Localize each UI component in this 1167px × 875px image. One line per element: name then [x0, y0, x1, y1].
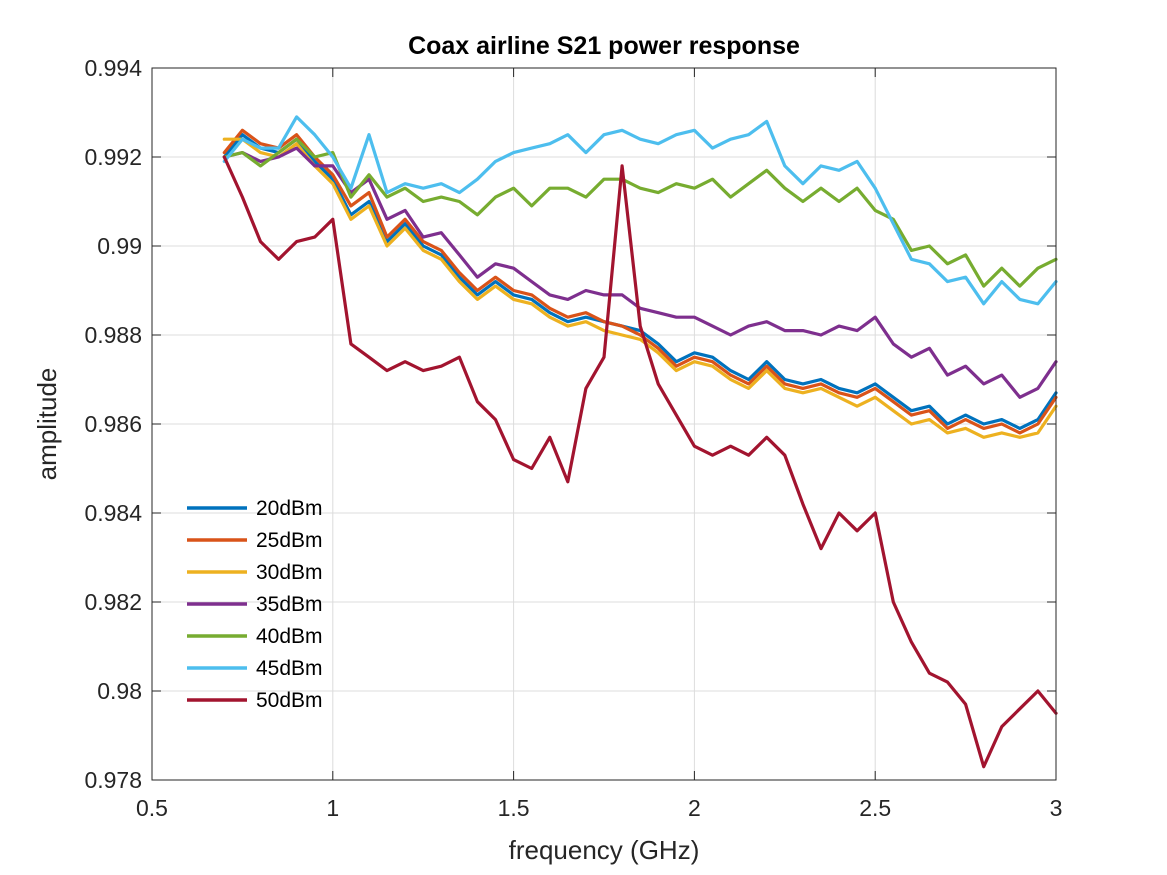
legend-item: 30dBm [187, 561, 323, 584]
y-tick-label: 0.994 [84, 55, 142, 81]
x-tick-label: 2.5 [859, 795, 891, 821]
series-layer [222, 115, 1058, 769]
legend-item: 45dBm [187, 657, 323, 680]
series-line-30dBm [222, 137, 1058, 439]
y-tick-label: 0.984 [84, 500, 142, 526]
legend-item: 35dBm [187, 593, 323, 616]
x-tick-label: 0.5 [136, 795, 168, 821]
series-line-50dBm [222, 155, 1058, 769]
legend-label: 50dBm [256, 689, 323, 712]
y-tick-label: 0.98 [97, 678, 142, 704]
x-axis: 0.5 1 1.5 2 2.5 3 [136, 68, 1062, 821]
legend-label: 45dBm [256, 657, 323, 680]
legend-label: 35dBm [256, 593, 323, 616]
legend-label: 20dBm [256, 497, 323, 520]
legend-item: 40dBm [187, 625, 323, 648]
y-tick-label: 0.982 [84, 589, 142, 615]
series-line-45dBm [222, 115, 1058, 306]
y-tick-label: 0.988 [84, 322, 142, 348]
series-line-40dBm [222, 137, 1058, 288]
x-tick-label: 1 [326, 795, 339, 821]
x-tick-label: 1.5 [498, 795, 530, 821]
legend: 20dBm 25dBm 30dBm 35dBm 40dBm 45dBm 50dBm [187, 497, 323, 712]
y-tick-label: 0.992 [84, 144, 142, 170]
legend-item: 20dBm [187, 497, 323, 520]
y-tick-label: 0.978 [84, 767, 142, 793]
x-axis-title: frequency (GHz) [509, 835, 700, 865]
y-tick-label: 0.99 [97, 233, 142, 259]
x-tick-label: 2 [688, 795, 701, 821]
legend-label: 25dBm [256, 529, 323, 552]
chart-title: Coax airline S21 power response [408, 32, 800, 60]
legend-label: 30dBm [256, 561, 323, 584]
legend-item: 25dBm [187, 529, 323, 552]
y-tick-label: 0.986 [84, 411, 142, 437]
legend-label: 40dBm [256, 625, 323, 648]
legend-item: 50dBm [187, 689, 323, 712]
y-axis: 0.978 0.98 0.982 0.984 0.986 0.988 0.99 0.992 0.… [84, 55, 1056, 793]
y-axis-title: amplitude [32, 368, 62, 481]
series-line-25dBm [222, 128, 1058, 435]
x-tick-label: 3 [1050, 795, 1063, 821]
